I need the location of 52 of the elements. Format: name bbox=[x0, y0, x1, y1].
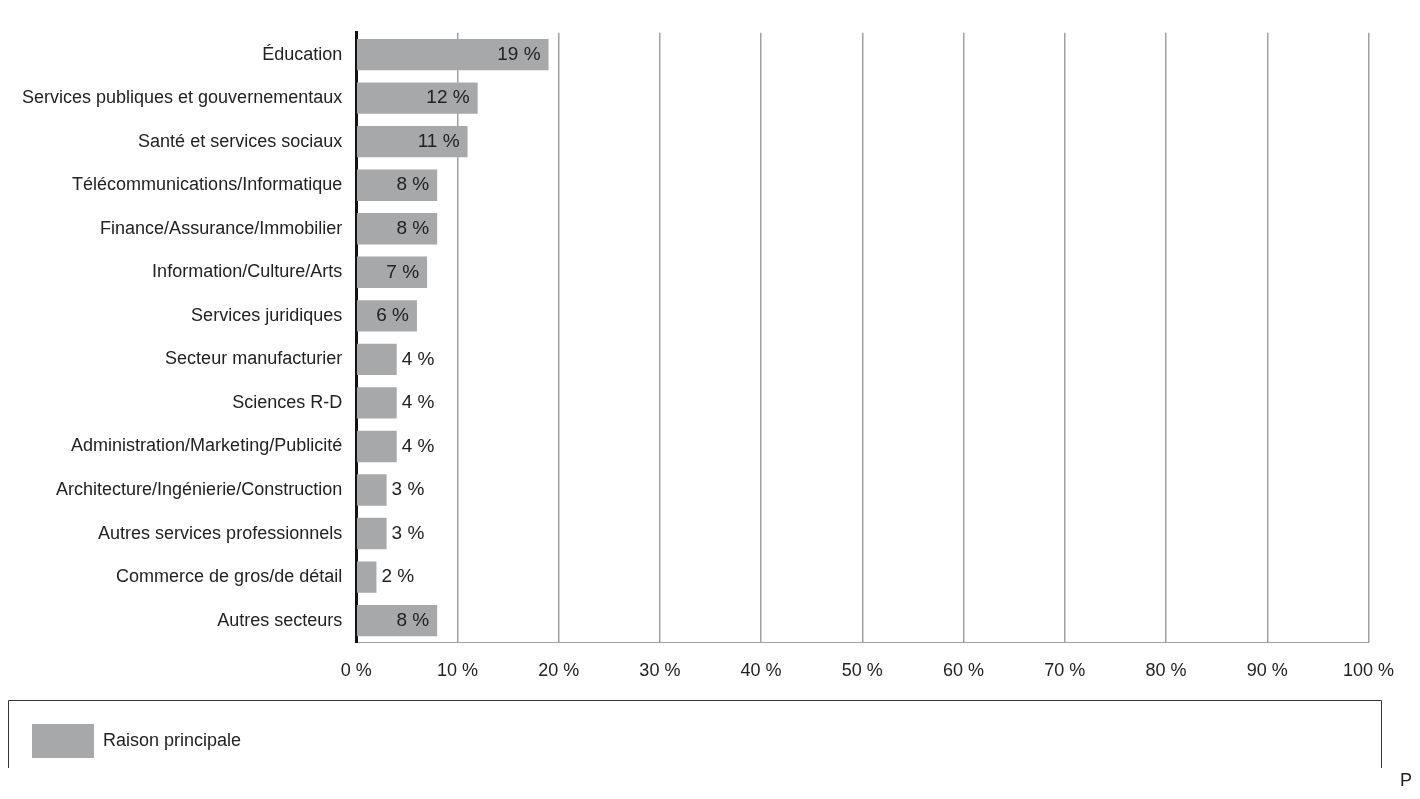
y-tick-label: Éducation bbox=[262, 43, 343, 64]
data-label: 8 % bbox=[396, 608, 430, 630]
bar bbox=[356, 387, 397, 419]
x-tick-label: 60 % bbox=[943, 660, 985, 681]
x-tick-label: 0 % bbox=[340, 660, 372, 681]
data-label: 4 % bbox=[401, 347, 435, 369]
x-tick-label: 90 % bbox=[1246, 660, 1288, 681]
bar bbox=[356, 343, 397, 376]
y-tick-label: Sciences R-D bbox=[232, 391, 343, 412]
x-tick-label: 70 % bbox=[1044, 660, 1086, 681]
y-tick-label: Commerce de gros/de détail bbox=[116, 566, 343, 587]
y-tick-label: Services publiques et gouvernementaux bbox=[21, 87, 343, 108]
data-label: 8 % bbox=[396, 173, 430, 195]
x-tick-label: 20 % bbox=[538, 660, 580, 681]
bar bbox=[356, 474, 387, 506]
bar bbox=[356, 300, 417, 332]
y-tick-label: Autres secteurs bbox=[217, 609, 343, 630]
y-tick-label: Architecture/Ingénierie/Construction bbox=[56, 478, 343, 499]
y-tick-label: Administration/Marketing/Publicité bbox=[71, 435, 343, 456]
data-label: 2 % bbox=[381, 565, 415, 587]
data-label: 12 % bbox=[426, 86, 470, 108]
text: P bbox=[1399, 770, 1412, 791]
data-label: 6 % bbox=[376, 304, 410, 326]
data-label: 3 % bbox=[391, 478, 425, 500]
bar bbox=[356, 517, 387, 550]
x-tick-label: 10 % bbox=[436, 660, 478, 681]
bar bbox=[356, 213, 438, 245]
x-tick-label: 40 % bbox=[740, 660, 782, 681]
y-tick-label: Santé et services sociaux bbox=[138, 130, 343, 151]
bar bbox=[356, 604, 438, 637]
data-label: 7 % bbox=[386, 260, 420, 282]
y-tick-label: Télécommunications/Informatique bbox=[72, 174, 343, 195]
x-tick-label: 80 % bbox=[1145, 660, 1187, 681]
bar bbox=[356, 561, 377, 593]
legend-label: Raison principale bbox=[103, 729, 242, 750]
x-tick-label: 50 % bbox=[841, 660, 883, 681]
bar bbox=[356, 430, 397, 463]
y-tick-label: Services juridiques bbox=[191, 304, 343, 325]
y-tick-label: Information/Culture/Arts bbox=[152, 261, 343, 282]
x-tick-label: 100 % bbox=[1342, 660, 1394, 681]
data-label: 8 % bbox=[396, 216, 430, 238]
data-label: 4 % bbox=[401, 434, 435, 456]
y-tick-label: Autres services professionnels bbox=[98, 522, 343, 543]
data-label: 3 % bbox=[391, 521, 425, 543]
y-tick-label: Secteur manufacturier bbox=[165, 348, 343, 369]
data-label: 11 % bbox=[417, 129, 460, 151]
y-tick-label: Finance/Assurance/Immobilier bbox=[100, 217, 343, 238]
bar bbox=[356, 256, 428, 288]
data-label: 19 % bbox=[497, 42, 541, 64]
data-label: 4 % bbox=[401, 391, 435, 413]
bar bbox=[356, 169, 438, 201]
x-tick-label: 30 % bbox=[639, 660, 681, 681]
